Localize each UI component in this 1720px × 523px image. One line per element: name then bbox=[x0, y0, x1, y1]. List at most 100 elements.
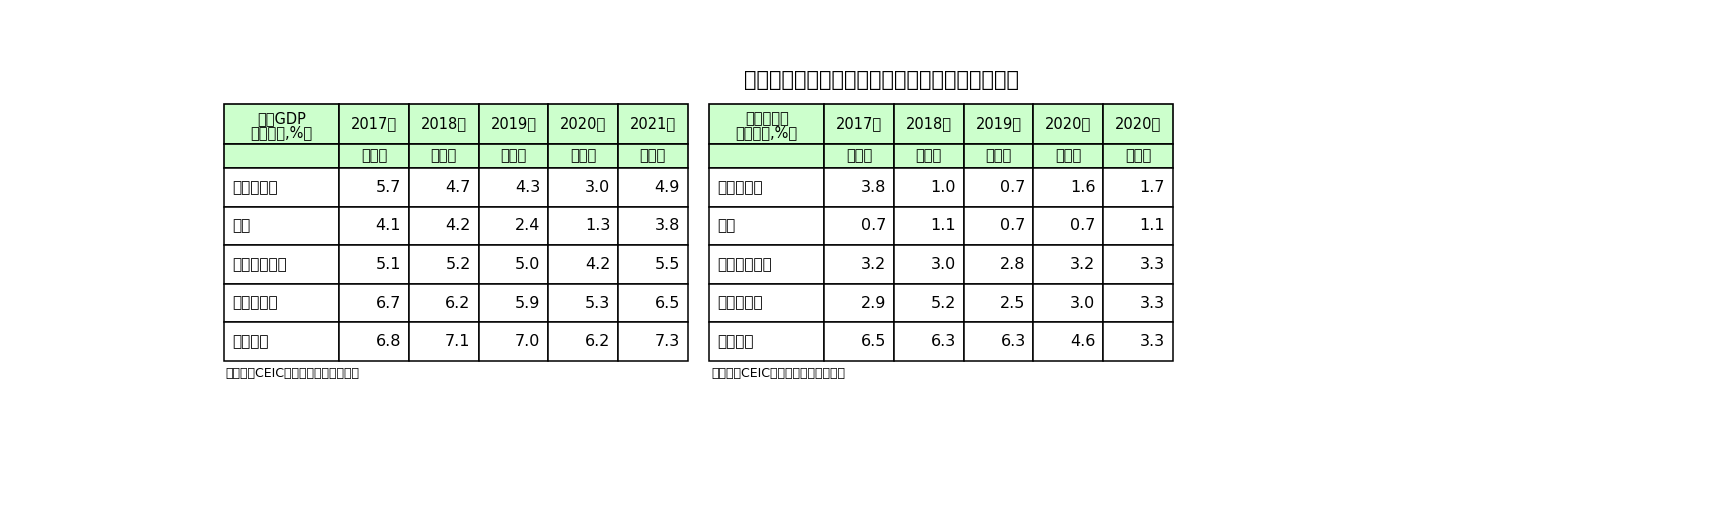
Text: マレーシア: マレーシア bbox=[717, 180, 764, 195]
Bar bbox=[339, 104, 409, 144]
Bar bbox=[224, 322, 339, 361]
Bar bbox=[824, 104, 894, 144]
Text: 6.2: 6.2 bbox=[445, 295, 471, 311]
Text: （実）: （実） bbox=[986, 149, 1011, 163]
Bar bbox=[824, 245, 894, 284]
Text: 3.0: 3.0 bbox=[1070, 295, 1096, 311]
Bar bbox=[549, 322, 617, 361]
Bar bbox=[478, 245, 549, 284]
Text: 実質GDP: 実質GDP bbox=[258, 111, 306, 126]
Bar bbox=[549, 284, 617, 322]
Text: 2020年: 2020年 bbox=[1115, 116, 1161, 131]
Text: 1.7: 1.7 bbox=[1140, 180, 1164, 195]
Bar bbox=[963, 284, 1034, 322]
Bar bbox=[709, 104, 824, 144]
Bar bbox=[339, 168, 409, 207]
Text: 5.5: 5.5 bbox=[655, 257, 679, 272]
Text: 6.8: 6.8 bbox=[375, 334, 401, 349]
Bar bbox=[894, 245, 963, 284]
Text: 7.1: 7.1 bbox=[445, 334, 471, 349]
Bar bbox=[1034, 284, 1103, 322]
Bar bbox=[963, 207, 1034, 245]
Text: 2017年: 2017年 bbox=[836, 116, 882, 131]
Bar bbox=[224, 284, 339, 322]
Text: 0.7: 0.7 bbox=[860, 219, 886, 233]
Text: 2019年: 2019年 bbox=[975, 116, 1022, 131]
Bar bbox=[894, 144, 963, 168]
Text: 1.3: 1.3 bbox=[585, 219, 611, 233]
Text: （資料）CEIC、ニッセイ基礎研究所: （資料）CEIC、ニッセイ基礎研究所 bbox=[710, 367, 845, 380]
Bar bbox=[1034, 322, 1103, 361]
Bar bbox=[963, 322, 1034, 361]
Bar bbox=[1103, 104, 1173, 144]
Text: 6.5: 6.5 bbox=[860, 334, 886, 349]
Bar bbox=[409, 104, 478, 144]
Text: 3.3: 3.3 bbox=[1140, 334, 1164, 349]
Bar bbox=[1103, 168, 1173, 207]
Text: （前年比,%）: （前年比,%） bbox=[736, 125, 798, 140]
Bar bbox=[617, 207, 688, 245]
Bar bbox=[1103, 322, 1173, 361]
Bar bbox=[963, 245, 1034, 284]
Bar bbox=[894, 284, 963, 322]
Bar bbox=[1034, 144, 1103, 168]
Bar bbox=[617, 322, 688, 361]
Text: 4.7: 4.7 bbox=[445, 180, 471, 195]
Bar bbox=[617, 144, 688, 168]
Text: 5.0: 5.0 bbox=[514, 257, 540, 272]
Text: 4.3: 4.3 bbox=[516, 180, 540, 195]
Text: マレーシア: マレーシア bbox=[232, 180, 277, 195]
Bar bbox=[549, 207, 617, 245]
Bar bbox=[1103, 245, 1173, 284]
Bar bbox=[478, 144, 549, 168]
Bar bbox=[478, 207, 549, 245]
Text: タイ: タイ bbox=[717, 219, 736, 233]
Text: 2017年: 2017年 bbox=[351, 116, 397, 131]
Bar bbox=[409, 168, 478, 207]
Bar bbox=[1034, 245, 1103, 284]
Bar bbox=[617, 104, 688, 144]
Bar bbox=[824, 284, 894, 322]
Text: 1.0: 1.0 bbox=[931, 180, 956, 195]
Text: 東南アジア５カ国の成長率とインフレ率の見通し: 東南アジア５カ国の成長率とインフレ率の見通し bbox=[745, 71, 1018, 90]
Bar bbox=[224, 245, 339, 284]
Text: 3.3: 3.3 bbox=[1140, 295, 1164, 311]
Bar bbox=[549, 168, 617, 207]
Text: 0.7: 0.7 bbox=[1001, 180, 1025, 195]
Text: 3.8: 3.8 bbox=[860, 180, 886, 195]
Bar bbox=[224, 168, 339, 207]
Text: フィリピン: フィリピン bbox=[717, 295, 764, 311]
Text: 5.1: 5.1 bbox=[375, 257, 401, 272]
Text: 1.1: 1.1 bbox=[1140, 219, 1164, 233]
Bar bbox=[409, 284, 478, 322]
Text: 5.7: 5.7 bbox=[375, 180, 401, 195]
Bar bbox=[617, 245, 688, 284]
Text: 2020年: 2020年 bbox=[1046, 116, 1092, 131]
Bar bbox=[549, 104, 617, 144]
Bar bbox=[824, 322, 894, 361]
Bar bbox=[824, 144, 894, 168]
Text: 5.2: 5.2 bbox=[931, 295, 956, 311]
Text: フィリピン: フィリピン bbox=[232, 295, 277, 311]
Text: （資料）CEIC、ニッセイ基礎研究所: （資料）CEIC、ニッセイ基礎研究所 bbox=[225, 367, 359, 380]
Text: 2.4: 2.4 bbox=[514, 219, 540, 233]
Bar bbox=[339, 245, 409, 284]
Text: 5.2: 5.2 bbox=[445, 257, 471, 272]
Text: 2019年: 2019年 bbox=[490, 116, 537, 131]
Bar bbox=[617, 168, 688, 207]
Text: 7.3: 7.3 bbox=[655, 334, 679, 349]
Text: 3.2: 3.2 bbox=[862, 257, 886, 272]
Text: ベトナム: ベトナム bbox=[232, 334, 268, 349]
Text: 2.5: 2.5 bbox=[1001, 295, 1025, 311]
Text: インドネシア: インドネシア bbox=[717, 257, 772, 272]
Bar bbox=[709, 207, 824, 245]
Text: 3.8: 3.8 bbox=[655, 219, 679, 233]
Bar bbox=[894, 168, 963, 207]
Text: 6.5: 6.5 bbox=[655, 295, 679, 311]
Text: 0.7: 0.7 bbox=[1001, 219, 1025, 233]
Bar bbox=[339, 322, 409, 361]
Text: 2020年: 2020年 bbox=[561, 116, 605, 131]
Text: 5.9: 5.9 bbox=[514, 295, 540, 311]
Bar bbox=[224, 207, 339, 245]
Text: 2021年: 2021年 bbox=[630, 116, 676, 131]
